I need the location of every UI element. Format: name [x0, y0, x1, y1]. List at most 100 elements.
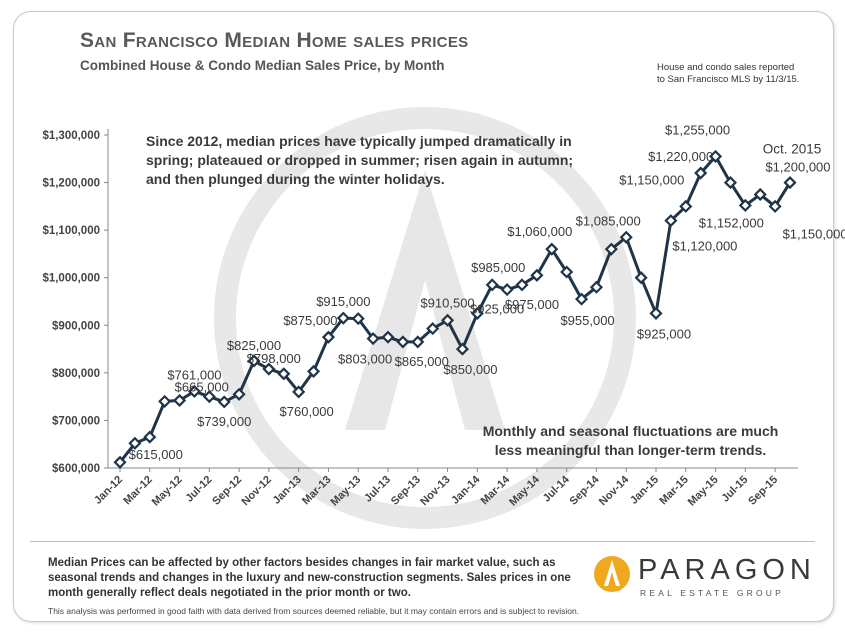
x-tick-label: Jan-15 — [628, 474, 661, 507]
data-label: $850,000 — [443, 362, 497, 377]
x-tick-label: Sep-14 — [568, 473, 603, 508]
y-tick-label: $900,000 — [52, 320, 100, 332]
data-point — [515, 278, 529, 292]
source-note: House and condo sales reported to San Fr… — [657, 62, 807, 86]
data-point — [560, 265, 574, 279]
data-label: $1,220,000 — [648, 149, 713, 164]
data-point — [783, 176, 797, 190]
data-point — [143, 430, 157, 444]
y-tick-label: $1,100,000 — [42, 225, 100, 237]
data-point — [306, 364, 321, 378]
data-point — [738, 198, 752, 212]
x-tick-label: May-15 — [686, 474, 721, 509]
data-point — [158, 394, 172, 408]
data-point — [277, 367, 291, 381]
data-point — [426, 322, 440, 336]
data-point — [232, 387, 246, 401]
source-note-line-1: House and condo sales reported — [657, 62, 795, 73]
data-label: $1,150,000 — [619, 172, 684, 187]
data-point — [619, 230, 633, 244]
data-point — [649, 306, 663, 320]
data-point — [247, 354, 261, 368]
data-label: $925,000 — [637, 326, 691, 341]
data-label: $985,000 — [471, 260, 525, 275]
x-tick-label: Jan-13 — [271, 474, 304, 507]
x-tick-label: Sep-13 — [389, 474, 423, 508]
y-tick-label: $1,000,000 — [42, 273, 100, 285]
data-label: $915,000 — [316, 294, 370, 309]
data-point — [768, 199, 782, 213]
data-label: $910,500 — [420, 295, 474, 310]
data-label: $615,000 — [129, 447, 183, 462]
data-point — [292, 385, 306, 399]
annotation-oct-2015: Oct. 2015 — [763, 142, 822, 157]
x-tick-label: Mar-15 — [657, 474, 691, 508]
data-point — [694, 166, 708, 180]
y-tick-label: $700,000 — [52, 415, 100, 427]
data-label: $1,200,000 — [765, 160, 830, 175]
data-label: $925,000 — [470, 302, 524, 317]
data-point — [128, 436, 142, 450]
data-label: $1,060,000 — [507, 224, 572, 239]
data-point — [187, 384, 202, 398]
data-point — [202, 390, 216, 404]
chart-title: San Francisco Median Home sales prices — [80, 29, 469, 52]
logo-tagline: REAL ESTATE GROUP — [640, 588, 784, 598]
data-point — [604, 242, 618, 256]
logo-name: PARAGON — [638, 554, 816, 586]
data-point — [336, 311, 350, 325]
y-axis: $600,000 $700,000 $800,000 $900,000 $1,000,0… — [42, 129, 109, 475]
data-point — [351, 312, 365, 326]
data-label: $1,120,000 — [672, 239, 737, 254]
data-point — [753, 187, 767, 202]
data-label: $1,152,000 — [699, 215, 764, 230]
data-point — [485, 278, 499, 292]
data-point — [500, 283, 514, 297]
data-point — [411, 335, 425, 349]
y-tick-label: $1,200,000 — [42, 178, 100, 190]
x-tick-label: May-12 — [150, 474, 185, 509]
disclaimer: This analysis was performed in good fait… — [48, 606, 580, 616]
plot-area — [113, 149, 797, 469]
data-point — [366, 332, 380, 346]
data-point — [217, 395, 231, 409]
slide-frame — [13, 11, 834, 622]
x-tick-label: Nov-12 — [240, 474, 274, 508]
data-labels: $615,000 $665,000$761,000 $739,000 $825,000… — [129, 122, 845, 462]
chart-subtitle: Combined House & Condo Median Sales Pric… — [80, 58, 445, 73]
data-point — [679, 199, 693, 213]
data-label: $825,000 — [227, 338, 281, 353]
data-label: $865,000 — [395, 354, 449, 369]
data-point — [440, 313, 455, 327]
data-point — [634, 271, 648, 285]
data-label: $760,000 — [280, 404, 334, 419]
data-label: $798,000 — [247, 351, 301, 366]
data-label: $975,000 — [505, 297, 559, 312]
y-tick-label: $800,000 — [52, 368, 100, 380]
paragon-logo-icon — [594, 556, 630, 592]
data-point — [574, 292, 589, 306]
footer-note: Median Prices can be affected by other f… — [48, 557, 571, 599]
watermark-logo — [214, 107, 636, 529]
x-tick-label: Sep-15 — [746, 474, 780, 508]
data-point — [381, 330, 395, 344]
footer-divider — [30, 541, 815, 542]
y-tick-label: $600,000 — [52, 463, 100, 475]
data-label: $1,255,000 — [665, 122, 730, 137]
data-point — [664, 214, 678, 228]
data-label: $955,000 — [560, 313, 614, 328]
x-tick-label: Nov-14 — [597, 473, 632, 508]
paragon-logo: PARAGON REAL ESTATE GROUP — [592, 552, 812, 600]
x-tick-label: Nov-13 — [418, 474, 452, 508]
data-point — [530, 268, 544, 282]
data-point — [470, 306, 484, 320]
x-axis: Jan-12Mar-12May-12Jul-12Sep-12Nov-12Jan-… — [92, 467, 798, 509]
y-tick-label: $1,300,000 — [42, 130, 100, 142]
x-tick-label: Jan-12 — [92, 474, 125, 507]
data-point — [321, 330, 336, 344]
data-label: $803,000 — [338, 352, 392, 367]
data-label: $739,000 — [197, 414, 251, 429]
data-label: $761,000 — [167, 367, 221, 382]
data-point — [708, 149, 723, 163]
